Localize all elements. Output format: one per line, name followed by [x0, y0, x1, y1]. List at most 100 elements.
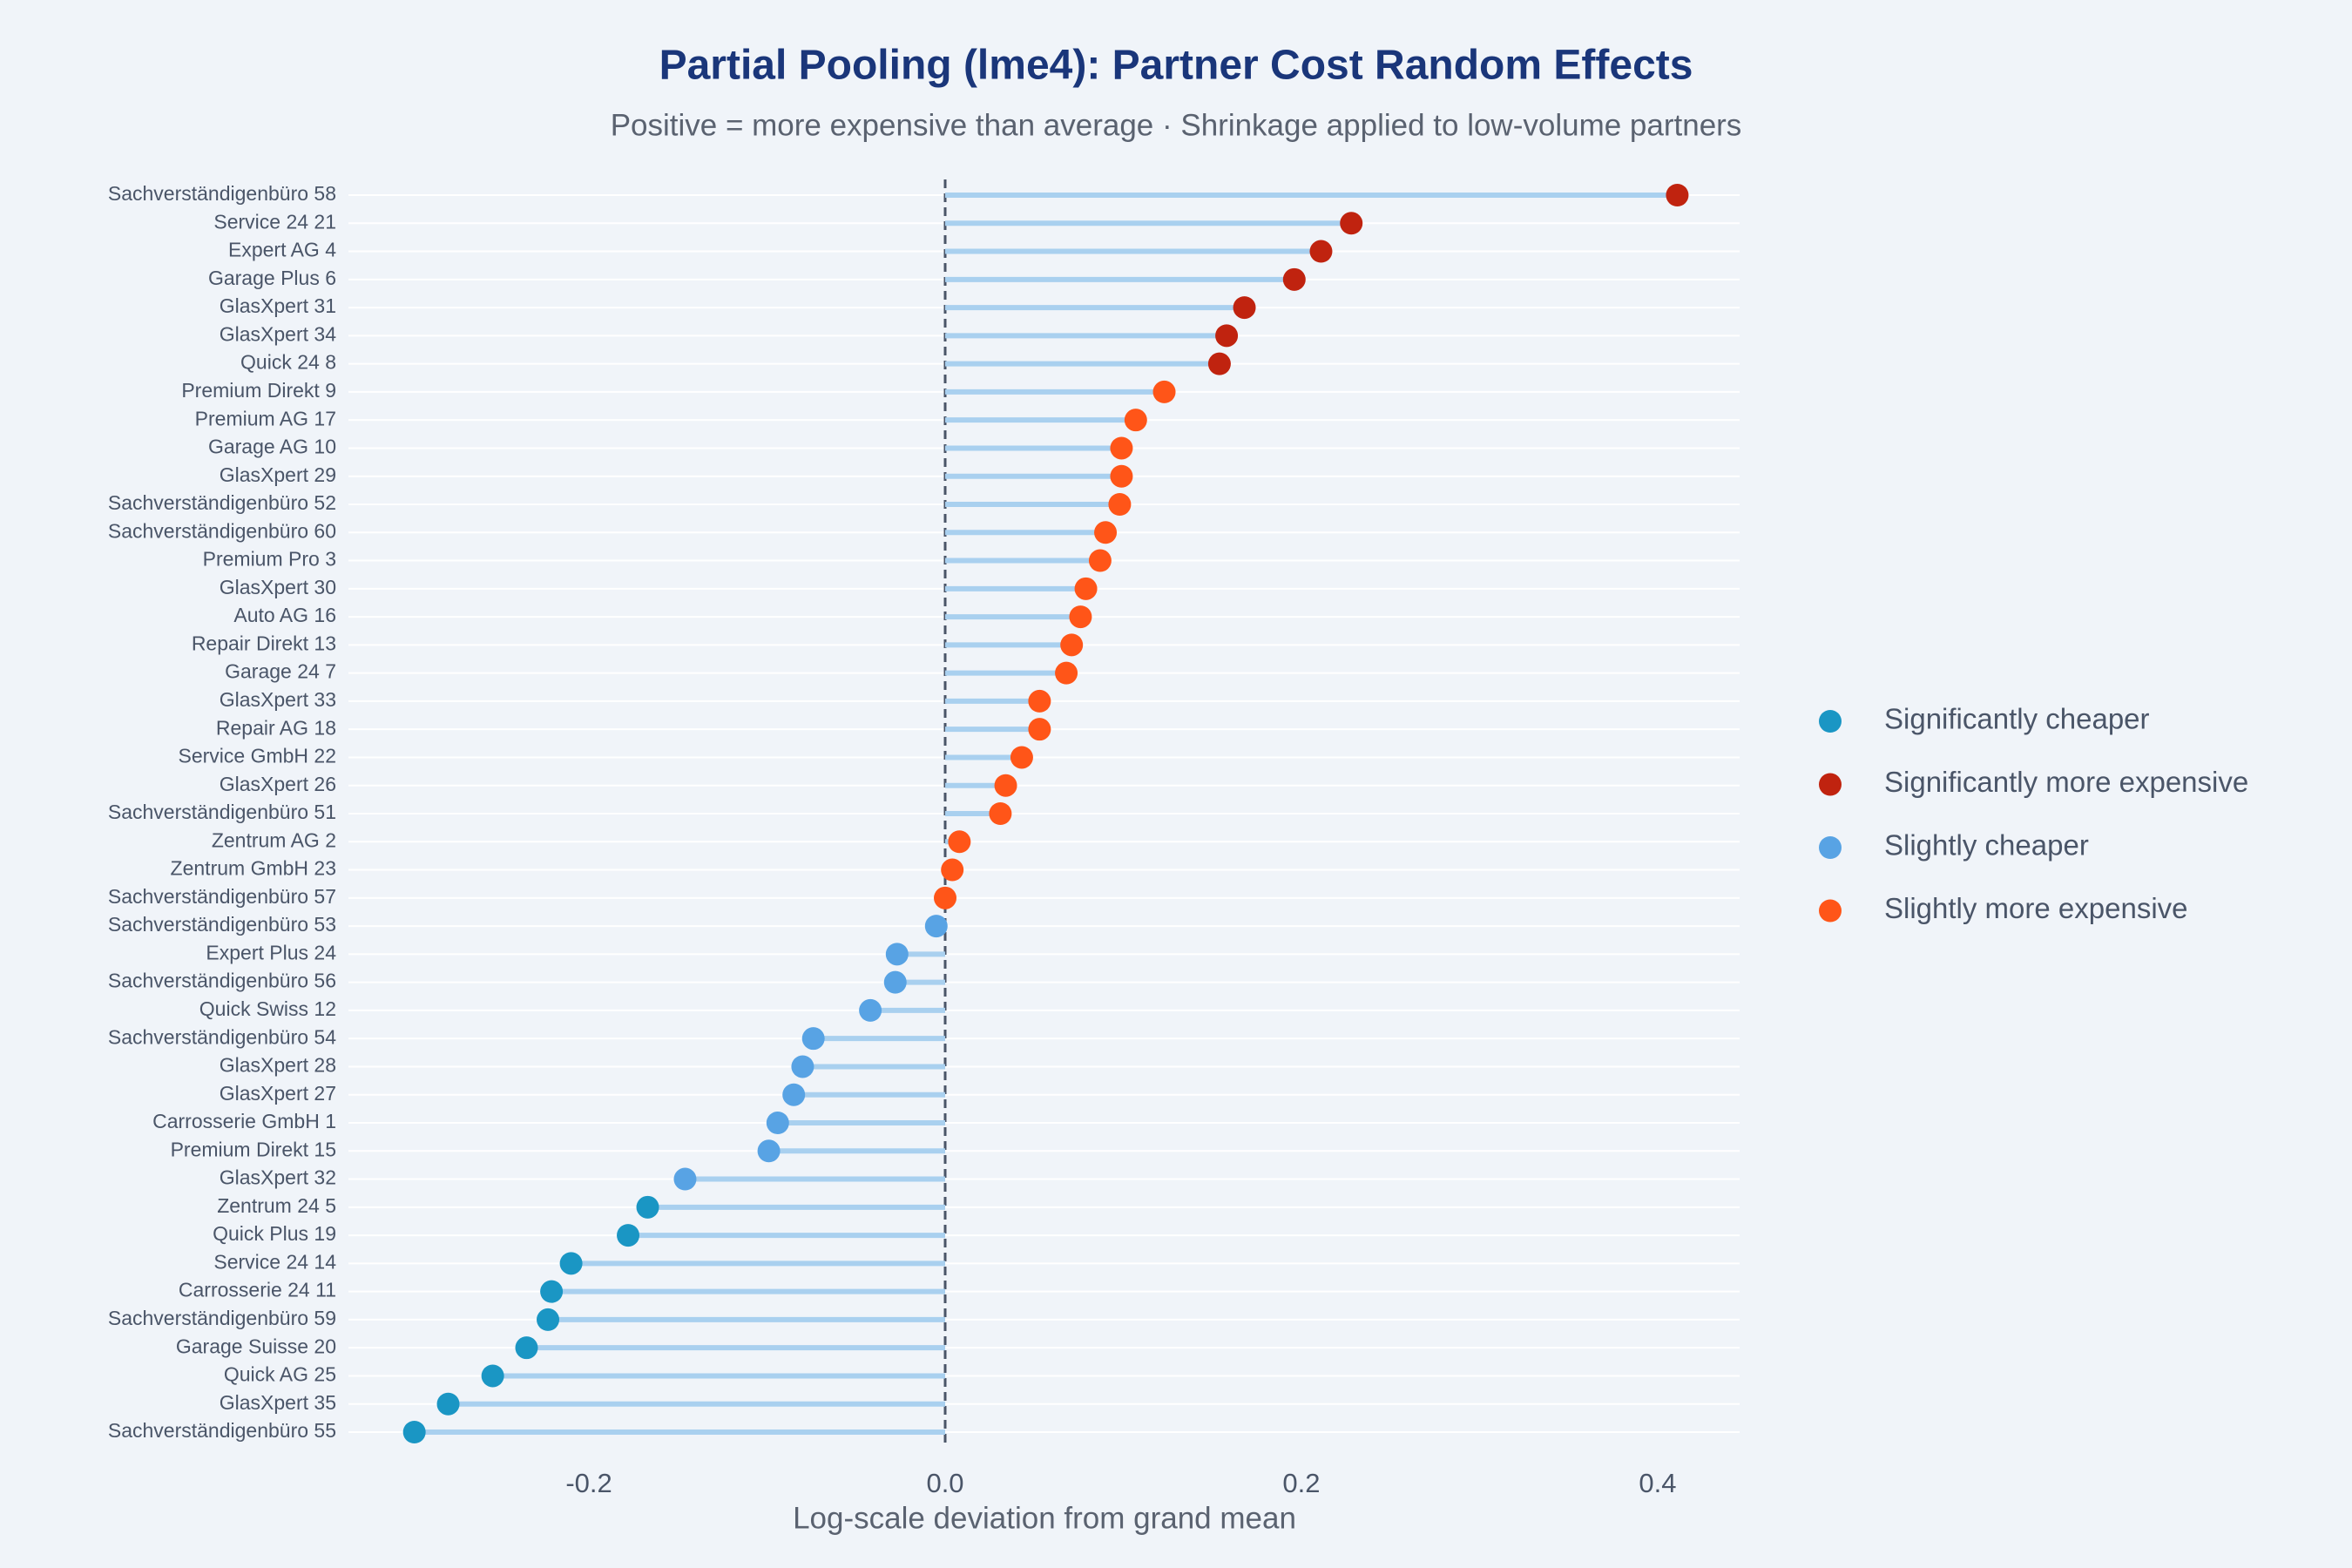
- dot: [515, 1336, 538, 1360]
- x-tick-label: 0.0: [926, 1468, 963, 1498]
- dot: [1309, 240, 1333, 263]
- y-tick-label: Sachverständigenbüro 51: [108, 801, 336, 823]
- dot: [924, 915, 948, 938]
- dot: [1108, 493, 1132, 516]
- y-tick-label: GlasXpert 26: [220, 773, 336, 795]
- y-tick-label: Carrosserie GmbH 1: [152, 1110, 336, 1132]
- dot: [859, 998, 882, 1022]
- y-tick-label: Zentrum GmbH 23: [171, 857, 336, 880]
- y-tick-label: Quick Plus 19: [213, 1222, 336, 1245]
- dot: [948, 830, 971, 854]
- dot: [1666, 184, 1689, 206]
- y-tick-label: Sachverständigenbüro 53: [108, 913, 336, 936]
- y-tick-label: Zentrum AG 2: [212, 828, 336, 851]
- dot: [1282, 267, 1306, 291]
- y-tick-label: Sachverständigenbüro 56: [108, 970, 336, 992]
- y-tick-label: Garage AG 10: [208, 436, 336, 458]
- y-tick-label: Garage Suisse 20: [176, 1335, 336, 1357]
- y-tick-label: Zentrum 24 5: [217, 1194, 336, 1217]
- dot: [673, 1167, 697, 1191]
- dot: [1088, 549, 1112, 572]
- dot: [766, 1112, 789, 1134]
- legend-label: Slightly more expensive: [1884, 892, 2188, 924]
- dot: [1060, 633, 1084, 657]
- dot: [617, 1224, 640, 1247]
- y-tick-label: Garage Plus 6: [208, 267, 336, 289]
- y-tick-label: Sachverständigenbüro 60: [108, 519, 336, 542]
- dot: [1094, 521, 1118, 544]
- dot: [1028, 689, 1051, 713]
- dot: [934, 886, 957, 909]
- dot: [941, 858, 964, 882]
- legend-label: Significantly more expensive: [1884, 766, 2248, 798]
- dot: [540, 1280, 564, 1303]
- y-tick-label: GlasXpert 27: [220, 1082, 336, 1105]
- legend-marker: [1819, 836, 1842, 859]
- legend-marker: [1819, 773, 1842, 796]
- y-tick-label: Sachverständigenbüro 57: [108, 885, 336, 908]
- dot: [537, 1308, 560, 1331]
- y-tick-label: Service 24 21: [213, 210, 336, 233]
- chart-title: Partial Pooling (lme4): Partner Cost Ran…: [659, 43, 1693, 89]
- dot: [1110, 464, 1133, 488]
- y-tick-label: Quick Swiss 12: [199, 997, 336, 1020]
- y-tick-label: Repair AG 18: [216, 716, 336, 739]
- y-tick-label: GlasXpert 34: [220, 322, 336, 345]
- legend-label: Significantly cheaper: [1884, 703, 2150, 735]
- y-tick-label: Repair Direkt 13: [192, 632, 336, 654]
- y-tick-label: Premium Direkt 9: [181, 379, 336, 402]
- dot: [791, 1055, 814, 1078]
- y-tick-label: Auto AG 16: [233, 604, 336, 626]
- y-tick-label: GlasXpert 33: [220, 688, 336, 711]
- y-tick-label: Sachverständigenbüro 54: [108, 1025, 336, 1048]
- dot: [1340, 212, 1363, 235]
- y-tick-label: GlasXpert 35: [220, 1391, 336, 1414]
- y-tick-label: Sachverständigenbüro 59: [108, 1307, 336, 1329]
- y-tick-label: Quick 24 8: [240, 351, 336, 374]
- dot: [1207, 352, 1231, 375]
- dot: [1152, 380, 1176, 403]
- x-tick-label: 0.4: [1639, 1468, 1676, 1498]
- dot: [436, 1392, 460, 1416]
- dot: [1124, 409, 1147, 432]
- y-tick-label: GlasXpert 28: [220, 1054, 336, 1077]
- x-axis-label: Log-scale deviation from grand mean: [793, 1501, 1296, 1535]
- dot: [559, 1252, 583, 1275]
- dot: [1233, 296, 1256, 320]
- y-tick-label: Sachverständigenbüro 52: [108, 491, 336, 514]
- dot: [1010, 746, 1033, 769]
- y-tick-label: GlasXpert 32: [220, 1166, 336, 1189]
- dot: [1215, 324, 1239, 348]
- y-tick-label: Premium Pro 3: [203, 548, 336, 571]
- y-tick-label: GlasXpert 29: [220, 463, 336, 486]
- dot: [1110, 436, 1133, 460]
- y-tick-label: Quick AG 25: [224, 1363, 336, 1386]
- dot: [636, 1195, 659, 1219]
- legend-marker: [1819, 710, 1842, 733]
- dot: [1074, 577, 1098, 600]
- y-tick-label: GlasXpert 31: [220, 294, 336, 317]
- y-tick-label: Expert Plus 24: [206, 941, 336, 963]
- dot: [883, 970, 907, 994]
- y-tick-label: Sachverständigenbüro 58: [108, 182, 336, 205]
- dot: [989, 802, 1012, 825]
- y-tick-label: Sachverständigenbüro 55: [108, 1419, 336, 1442]
- dot: [1055, 661, 1078, 685]
- dot: [994, 774, 1017, 797]
- legend-marker: [1819, 899, 1842, 923]
- y-tick-label: Service GmbH 22: [178, 745, 336, 767]
- dot: [885, 943, 909, 966]
- dot: [1069, 605, 1092, 629]
- legend-label: Slightly cheaper: [1884, 829, 2089, 862]
- dot: [757, 1139, 781, 1163]
- y-tick-label: Garage 24 7: [225, 660, 336, 683]
- y-tick-label: GlasXpert 30: [220, 576, 336, 598]
- y-tick-label: Carrosserie 24 11: [179, 1279, 336, 1301]
- y-tick-label: Premium AG 17: [195, 407, 336, 429]
- dot: [801, 1027, 825, 1051]
- y-tick-label: Expert AG 4: [228, 239, 336, 261]
- dot: [782, 1083, 806, 1106]
- dot: [1028, 718, 1051, 741]
